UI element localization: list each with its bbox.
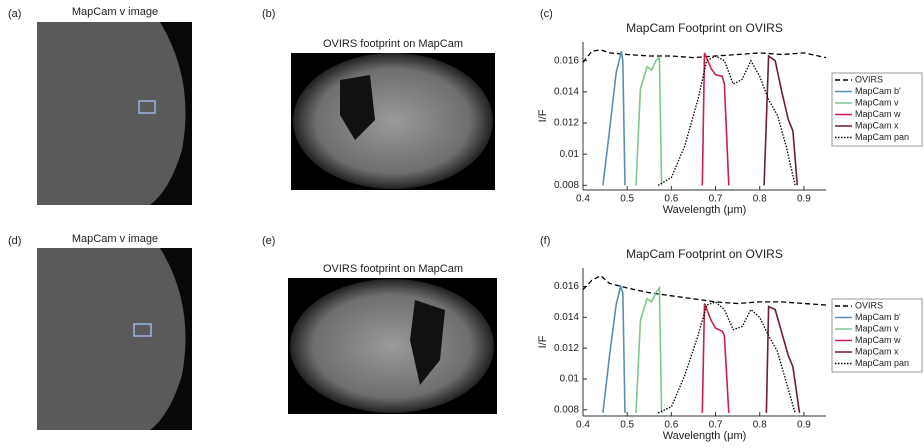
x-tick-label: 0.4	[576, 420, 590, 431]
y-tick-label: 0.01	[560, 374, 580, 385]
shadow	[410, 300, 445, 385]
x-tick-label: 0.7	[709, 420, 723, 431]
panel-label: (a)	[8, 8, 21, 20]
legend-label: MapCam w	[855, 335, 901, 345]
panel-title: MapCam v image	[72, 6, 158, 18]
legend-box	[831, 298, 923, 373]
legend-label: MapCam v	[855, 97, 899, 107]
panel-label: (d)	[8, 235, 21, 247]
series-line	[635, 55, 663, 186]
x-tick-label: 0.6	[664, 194, 678, 205]
chart-title: MapCam Footprint on OVIRS	[626, 21, 783, 35]
footprint-box	[138, 100, 156, 114]
asteroid-surface	[37, 22, 186, 205]
panel-title: OVIRS footprint on MapCam	[323, 263, 463, 275]
asteroid-surface	[37, 248, 186, 430]
y-tick-label: 0.008	[554, 404, 579, 415]
x-tick-label: 0.4	[576, 194, 590, 205]
panel-label: (f)	[540, 235, 550, 247]
legend-label: MapCam b'	[855, 86, 901, 96]
y-tick-label: 0.012	[554, 118, 579, 129]
series-line	[582, 274, 827, 306]
legend-label: MapCam pan	[855, 358, 909, 368]
series-line	[602, 51, 626, 186]
series-line	[657, 301, 796, 414]
legend-label: MapCam x	[855, 346, 899, 356]
legend-label: MapCam b'	[855, 312, 901, 322]
y-axis-label: I/F	[537, 335, 549, 348]
panel-title: MapCam v image	[72, 233, 158, 245]
x-tick-label: 0.5	[620, 420, 634, 431]
chart-title: MapCam Footprint on OVIRS	[626, 247, 783, 261]
x-tick-label: 0.9	[797, 194, 811, 205]
footprint-ellipse	[293, 53, 493, 189]
series-line	[635, 285, 663, 413]
legend-label: OVIRS	[855, 74, 883, 84]
panel-label: (e)	[262, 235, 275, 247]
x-axis-label: Wavelength (μm)	[663, 204, 747, 216]
x-tick-label: 0.5	[620, 194, 634, 205]
legend-label: MapCam w	[855, 109, 901, 119]
panel-title: OVIRS footprint on MapCam	[323, 38, 463, 50]
y-tick-label: 0.016	[554, 55, 579, 66]
series-line	[763, 54, 799, 186]
y-tick-label: 0.014	[554, 312, 579, 323]
y-tick-label: 0.012	[554, 343, 579, 354]
shadow	[340, 75, 375, 140]
series-line	[657, 55, 796, 186]
series-line	[701, 303, 730, 413]
panel-label: (c)	[540, 8, 553, 20]
footprint-box	[133, 323, 152, 337]
x-tick-label: 0.8	[753, 194, 767, 205]
legend-label: MapCam x	[855, 120, 899, 130]
series-line	[765, 305, 801, 414]
y-tick-label: 0.01	[560, 149, 580, 160]
panel-label: (b)	[262, 8, 275, 20]
footprint-ellipse	[290, 279, 494, 413]
y-axis-label: I/F	[537, 109, 549, 122]
x-tick-label: 0.6	[664, 420, 678, 431]
series-line	[602, 283, 626, 413]
y-tick-label: 0.016	[554, 281, 579, 292]
series-line	[701, 52, 730, 186]
legend-label: MapCam v	[855, 323, 899, 333]
x-tick-label: 0.7	[709, 194, 723, 205]
y-tick-label: 0.008	[554, 180, 579, 191]
legend-label: OVIRS	[855, 300, 883, 310]
x-axis-label: Wavelength (μm)	[663, 430, 747, 442]
x-tick-label: 0.8	[753, 420, 767, 431]
y-tick-label: 0.014	[554, 86, 579, 97]
x-tick-label: 0.9	[797, 420, 811, 431]
legend-label: MapCam pan	[855, 132, 909, 142]
legend-box	[831, 72, 923, 147]
series-line	[582, 49, 827, 63]
